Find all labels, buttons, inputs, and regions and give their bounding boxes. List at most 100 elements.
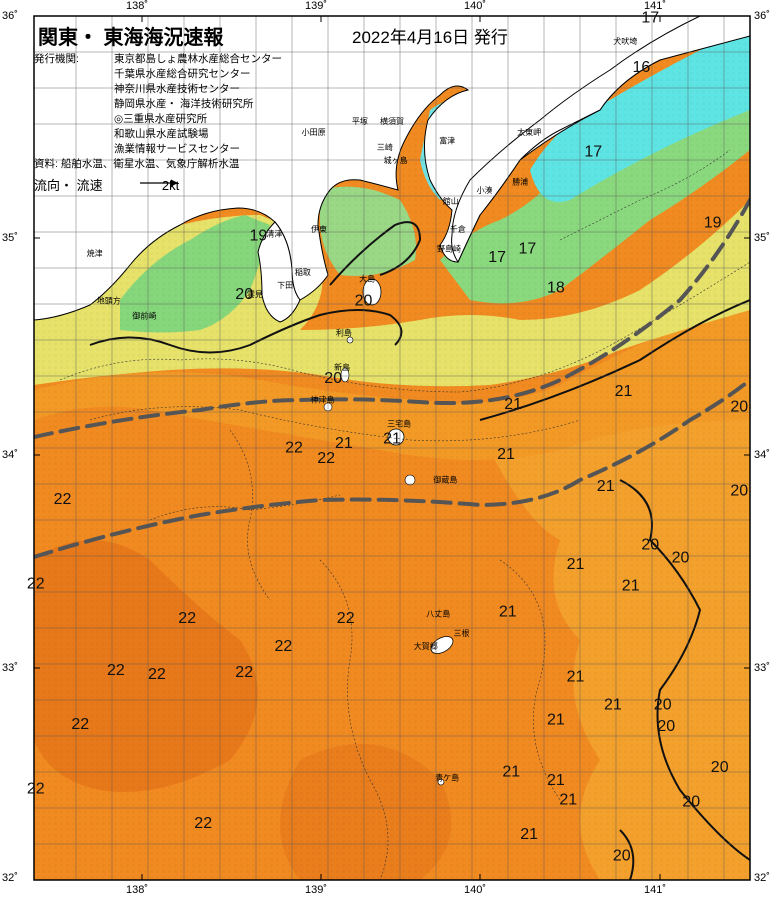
map-title: 関東・ 東海海況速報 — [38, 27, 224, 49]
place-label: 御蔵島 — [433, 475, 457, 485]
graticule — [34, 16, 750, 880]
temperature-label: 20 — [730, 483, 748, 500]
temperature-label: 20 — [613, 848, 631, 865]
issuer-row-2: 神奈川県水産技術センター — [34, 82, 282, 97]
temperature-label: 21 — [504, 396, 522, 413]
place-label: 三崎 — [377, 142, 393, 152]
issuer-label: 発行機関: — [34, 53, 79, 65]
temperature-label: 20 — [324, 370, 342, 387]
issuer-item: 和歌山県水産試験場 — [114, 128, 209, 140]
place-label: 太東岬 — [517, 127, 541, 137]
place-label: 館山 — [443, 196, 459, 206]
temperature-label: 22 — [107, 662, 125, 679]
place-label: 平塚 — [352, 117, 368, 126]
issuer-item: 東京都島しょ農林水産総合センター — [114, 53, 282, 65]
issuer-row-4: ◎三重県水産研究所 — [34, 112, 282, 127]
issuer-row-3: 静岡県水産・ 海洋技術研究所 — [34, 97, 282, 112]
temperature-label: 21 — [547, 712, 565, 729]
temperature-label: 22 — [317, 450, 335, 467]
place-label: 小田原 — [302, 128, 326, 137]
lon-label-top: 140˚ — [464, 0, 487, 12]
place-label: 犬吠埼 — [613, 36, 637, 46]
place-label: 城ヶ島 — [384, 155, 408, 165]
thick-isotherms — [89, 221, 750, 880]
temperature-label: 21 — [559, 791, 577, 808]
lat-label-left: 34˚ — [2, 449, 18, 461]
temperature-label: 16 — [633, 59, 651, 76]
temperature-label: 19 — [250, 228, 268, 245]
temperature-label: 20 — [730, 398, 748, 415]
temperature-label: 17 — [488, 249, 506, 266]
lon-label-bottom: 140˚ — [464, 884, 487, 896]
temperature-label: 21 — [597, 478, 615, 495]
temperature-label: 20 — [711, 759, 729, 776]
issuer-item: 静岡県水産・ 海洋技術研究所 — [114, 98, 254, 110]
temperature-label: 21 — [604, 696, 622, 713]
temperature-label: 22 — [27, 575, 45, 592]
lon-label-bottom: 139˚ — [305, 884, 328, 896]
temperature-label: 21 — [502, 763, 520, 780]
lon-label-top: 139˚ — [305, 0, 328, 12]
lat-label-left: 32˚ — [2, 872, 18, 884]
temperature-label: 20 — [657, 718, 675, 735]
temperature-label: 22 — [54, 491, 72, 508]
lat-label-left: 33˚ — [2, 662, 18, 674]
place-label: 雲見 — [247, 290, 263, 299]
place-label: 御前崎 — [132, 310, 156, 320]
temperature-label: 22 — [148, 666, 166, 683]
temperature-label: 22 — [337, 610, 355, 627]
legend-arrow — [140, 179, 178, 187]
temperature-label: 21 — [497, 446, 515, 463]
lat-label-right: 32˚ — [754, 872, 770, 884]
kuroshio-current — [34, 198, 750, 559]
lat-label-left: 36˚ — [2, 10, 18, 22]
lon-label-top: 138˚ — [126, 0, 149, 12]
temperature-label: 18 — [547, 280, 565, 297]
temperature-label: 20 — [355, 292, 373, 309]
island-niijima — [340, 367, 350, 383]
issue-date: 2022年4月16日 発行 — [352, 28, 508, 47]
lat-label-right: 35˚ — [754, 232, 770, 244]
place-label: 大賀郷 — [414, 641, 438, 651]
place-label: 下田 — [277, 281, 293, 290]
legend-label: 流向・ 流速 — [34, 178, 103, 193]
temperature-label: 20 — [641, 537, 659, 554]
place-label: 千倉 — [450, 224, 466, 234]
temperature-label: 19 — [704, 215, 722, 232]
place-label: 野島崎 — [437, 243, 461, 253]
issuer-item: 千葉県水産総合研究センター — [114, 68, 251, 80]
place-label: 勝浦 — [512, 177, 528, 187]
place-label: 稲取 — [295, 267, 311, 277]
place-label: 焼津 — [87, 248, 103, 258]
temperature-label: 21 — [520, 826, 538, 843]
issuer-row-0: 発行機関: 東京都島しょ農林水産総合センター — [34, 52, 282, 67]
temperature-label: 22 — [285, 439, 303, 456]
current-legend: 流向・ 流速 2kt — [34, 175, 179, 194]
place-label: 富津 — [439, 135, 455, 145]
temperature-label: 21 — [547, 772, 565, 789]
place-label: 大島 — [359, 274, 375, 284]
issuer-item: 漁業情報サービスセンター — [114, 143, 240, 155]
issuer-row-1: 千葉県水産総合研究センター — [34, 67, 282, 82]
place-label: 清津 — [266, 228, 282, 238]
lat-label-right: 34˚ — [754, 449, 770, 461]
island-mikurajima — [404, 474, 416, 486]
temperature-label: 17 — [584, 143, 602, 160]
lat-label-left: 35˚ — [2, 232, 18, 244]
place-label: 青ケ島 — [435, 773, 459, 783]
lon-label-top: 141˚ — [644, 0, 667, 12]
island-hachijojima — [430, 636, 454, 654]
place-label: 横須賀 — [380, 116, 404, 126]
temperature-label: 21 — [622, 578, 640, 595]
issuer-row-6: 漁業情報サービスセンター — [34, 142, 282, 157]
map-border — [33, 15, 751, 881]
land-boso — [451, 16, 750, 264]
temperature-label: 20 — [654, 696, 672, 713]
temperature-label: 17 — [641, 10, 659, 27]
island-aogashima — [437, 778, 445, 786]
data-source: 資料: 船舶水温、衛星水温、気象庁解析水温 — [34, 158, 240, 170]
temperature-label: 21 — [615, 383, 633, 400]
temperature-label: 21 — [499, 604, 517, 621]
